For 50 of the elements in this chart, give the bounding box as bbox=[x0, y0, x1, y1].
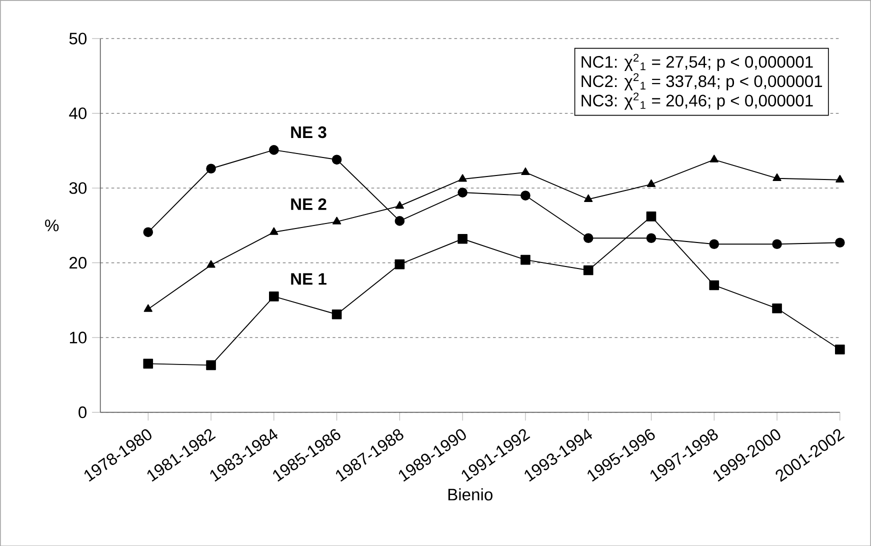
point bbox=[772, 303, 782, 314]
y-tick-label: 0 bbox=[78, 406, 87, 418]
point bbox=[835, 237, 845, 248]
point bbox=[144, 304, 152, 312]
point bbox=[458, 187, 468, 198]
point bbox=[458, 174, 467, 182]
annotation: NC1: χ$^{2}$$_{1}$ = 27,54; p < 0,000001 bbox=[582, 54, 813, 71]
point bbox=[646, 211, 656, 222]
point bbox=[583, 265, 594, 275]
point bbox=[269, 144, 279, 155]
point bbox=[206, 260, 216, 268]
point bbox=[394, 259, 405, 269]
y-tick-label: 10 bbox=[70, 331, 87, 344]
point bbox=[269, 291, 279, 302]
point bbox=[835, 344, 845, 354]
point bbox=[143, 227, 154, 237]
point bbox=[458, 234, 468, 244]
point bbox=[395, 200, 404, 208]
point bbox=[332, 309, 342, 320]
point bbox=[583, 233, 594, 243]
point bbox=[646, 233, 656, 243]
y-axis-title: % bbox=[45, 219, 59, 232]
point bbox=[584, 194, 593, 202]
x-axis-title: Bienio bbox=[448, 488, 492, 500]
series-label: NE 3 bbox=[291, 126, 326, 138]
point bbox=[772, 173, 782, 181]
point bbox=[206, 164, 216, 174]
point bbox=[206, 360, 216, 370]
point bbox=[646, 179, 656, 187]
point bbox=[332, 216, 342, 224]
point bbox=[520, 254, 530, 265]
point bbox=[709, 280, 720, 290]
y-tick-label: 40 bbox=[69, 107, 87, 119]
point bbox=[332, 154, 342, 164]
point bbox=[270, 227, 278, 235]
point bbox=[710, 154, 718, 162]
series-label: NE 1 bbox=[291, 273, 326, 284]
point bbox=[143, 358, 154, 368]
point bbox=[394, 216, 405, 226]
series-label: NE 2 bbox=[291, 198, 326, 210]
point bbox=[521, 167, 530, 175]
y-tick-label: 20 bbox=[70, 256, 87, 268]
point bbox=[520, 190, 530, 200]
point bbox=[836, 174, 844, 182]
annotation: NC3: χ$^{2}$$_{1}$ = 20,46; p < 0,000001 bbox=[582, 92, 813, 110]
annotation: NC2: χ$^{2}$$_{1}$ = 337,84; p < 0,000001 bbox=[582, 73, 822, 90]
y-tick-label: 30 bbox=[69, 182, 87, 194]
point bbox=[709, 238, 720, 249]
y-tick-label: 50 bbox=[69, 32, 87, 44]
point bbox=[772, 238, 782, 249]
